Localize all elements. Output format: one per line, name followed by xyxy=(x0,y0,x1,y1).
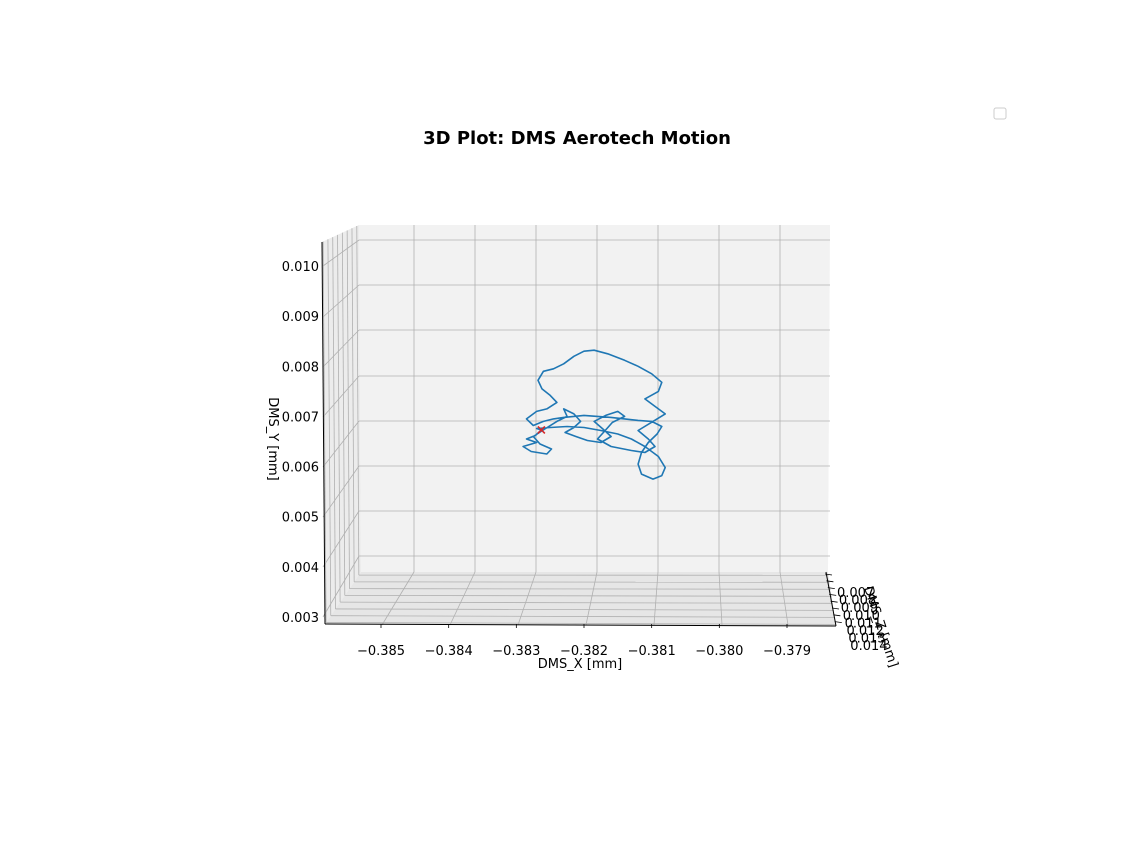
x-tick-label: −0.385 xyxy=(357,644,405,659)
tick-labels: −0.385 −0.384 −0.383 −0.382 −0.381 −0.380 −0.3… xyxy=(282,260,888,659)
grid-line xyxy=(349,588,831,590)
x-tick-label: −0.384 xyxy=(425,644,473,659)
x-tick-label: −0.382 xyxy=(560,644,608,659)
left-pane xyxy=(322,225,361,624)
trajectory-line xyxy=(522,349,666,480)
z-tick-label: 0.009 xyxy=(841,601,878,616)
y-tick-label: 0.007 xyxy=(282,410,319,425)
y-tick-label: 0.010 xyxy=(282,260,319,275)
z-tick-mark xyxy=(826,580,834,583)
z-tick-mark xyxy=(833,614,841,617)
x-tick-label: −0.381 xyxy=(628,644,676,659)
grid-line xyxy=(335,608,834,611)
z-tick-mark xyxy=(831,607,840,610)
grid-line xyxy=(322,241,327,623)
grid-line xyxy=(322,239,360,267)
grid-line xyxy=(322,555,360,618)
grid-line xyxy=(322,284,360,318)
y-tick-label: 0.006 xyxy=(282,461,319,476)
floor-pane xyxy=(325,572,836,626)
x-tick-label: −0.380 xyxy=(695,644,743,659)
grid-line xyxy=(341,232,346,596)
z-tick-label: 0.012 xyxy=(847,624,884,639)
z-tick-mark xyxy=(827,587,835,589)
back-pane xyxy=(359,225,830,572)
grid-line xyxy=(326,622,836,625)
grid-line xyxy=(346,230,350,589)
x-axis-line xyxy=(324,623,837,627)
y-tick-label: 0.009 xyxy=(282,310,319,325)
y-axis-label: DMS_Y [mm] xyxy=(265,397,280,481)
start-marker xyxy=(537,425,546,435)
z-tick-label: 0.008 xyxy=(839,594,876,609)
y-tick-label: 0.008 xyxy=(282,360,319,375)
legend-box xyxy=(993,107,1007,120)
grid-line xyxy=(322,510,360,568)
z-tick-mark xyxy=(824,573,833,576)
grid-line xyxy=(779,571,789,626)
grid-line xyxy=(337,234,341,603)
y-axis-line xyxy=(321,241,326,625)
grid-lines xyxy=(322,225,836,626)
y-tick-label: 0.004 xyxy=(282,561,319,576)
z-tick-label: 0.011 xyxy=(845,616,882,631)
grid-line xyxy=(332,237,336,609)
grid-line xyxy=(344,595,832,597)
y-tick-label: 0.005 xyxy=(282,511,319,526)
x-axis-label: DMS_X [mm] xyxy=(538,657,623,672)
x-tick-label: −0.383 xyxy=(492,644,540,659)
chart-title: 3D Plot: DMS Aerotech Motion xyxy=(423,128,731,149)
marker-stroke xyxy=(537,425,546,435)
grid-line xyxy=(327,239,332,616)
z-tick-mark xyxy=(830,600,838,603)
z-tick-label: 0.014 xyxy=(850,639,887,654)
grid-line xyxy=(356,226,360,576)
z-tick-mark xyxy=(834,621,842,623)
grid-line xyxy=(330,615,835,618)
z-tick-label: 0.013 xyxy=(848,632,885,647)
z-tick-mark xyxy=(829,594,837,596)
y-tick-label: 0.003 xyxy=(282,611,319,626)
z-tick-label: 0.007 xyxy=(837,586,874,601)
z-tick-label: 0.010 xyxy=(843,609,880,624)
grid-line xyxy=(653,571,659,626)
grid-line xyxy=(718,571,723,626)
grid-line xyxy=(351,228,355,582)
x-tick-label: −0.379 xyxy=(763,644,811,659)
grid-line xyxy=(340,601,833,604)
grid-line xyxy=(322,465,360,518)
